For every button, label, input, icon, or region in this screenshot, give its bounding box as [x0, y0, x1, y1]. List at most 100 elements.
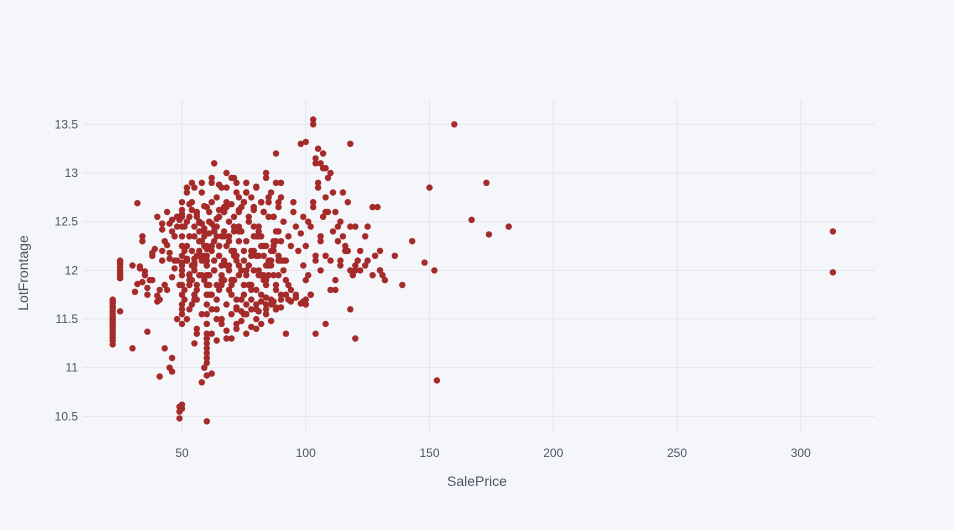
scatter-point[interactable] [362, 233, 369, 240]
scatter-point[interactable] [262, 169, 270, 177]
scatter-point[interactable] [196, 272, 203, 279]
scatter-point[interactable] [230, 247, 238, 255]
scatter-point[interactable] [376, 267, 384, 274]
scatter-point[interactable] [134, 280, 141, 288]
scatter-point[interactable] [322, 194, 329, 201]
scatter-point[interactable] [344, 199, 351, 206]
scatter-point[interactable] [208, 247, 215, 255]
scatter-point[interactable] [215, 286, 223, 294]
scatter-point[interactable] [272, 238, 280, 245]
scatter-point[interactable] [253, 286, 260, 294]
scatter-point[interactable] [250, 223, 257, 230]
scatter-point[interactable] [240, 247, 248, 255]
scatter-point[interactable] [352, 223, 359, 230]
scatter-point[interactable] [208, 179, 215, 186]
scatter-point[interactable] [176, 415, 183, 422]
scatter-point[interactable] [364, 257, 371, 264]
scatter-point[interactable] [208, 199, 215, 206]
scatter-point[interactable] [275, 252, 282, 259]
scatter-point[interactable] [208, 370, 215, 377]
scatter-point[interactable] [191, 262, 198, 269]
scatter-point[interactable] [314, 179, 322, 186]
scatter-point[interactable] [339, 189, 347, 196]
scatter-point[interactable] [314, 184, 322, 191]
scatter-point[interactable] [302, 138, 309, 146]
scatter-point[interactable] [228, 311, 235, 318]
scatter-point[interactable] [116, 273, 124, 280]
scatter-point[interactable] [218, 320, 225, 328]
scatter-point[interactable] [211, 228, 218, 235]
scatter-point[interactable] [290, 199, 297, 206]
scatter-point[interactable] [198, 311, 205, 318]
scatter-point[interactable] [225, 218, 233, 225]
scatter-point[interactable] [183, 218, 191, 225]
scatter-point[interactable] [193, 296, 200, 303]
scatter-point[interactable] [312, 330, 319, 337]
scatter-point[interactable] [213, 296, 220, 303]
scatter-point[interactable] [300, 262, 307, 269]
scatter-point[interactable] [198, 189, 205, 196]
scatter-point[interactable] [240, 257, 248, 264]
scatter-point[interactable] [310, 121, 317, 128]
scatter-point[interactable] [233, 257, 240, 264]
scatter-point[interactable] [215, 181, 223, 188]
scatter-point[interactable] [258, 320, 265, 328]
scatter-point[interactable] [262, 311, 270, 318]
scatter-point[interactable] [409, 238, 416, 245]
scatter-point[interactable] [228, 335, 235, 342]
scatter-point[interactable] [357, 267, 364, 274]
scatter-point[interactable] [109, 304, 116, 311]
scatter-point[interactable] [354, 257, 361, 264]
scatter-point[interactable] [193, 325, 200, 332]
scatter-point[interactable] [168, 228, 176, 235]
scatter-point[interactable] [292, 294, 300, 301]
scatter-point[interactable] [191, 223, 198, 230]
scatter-point[interactable] [243, 238, 250, 245]
scatter-point[interactable] [230, 228, 238, 235]
scatter-point[interactable] [258, 298, 265, 305]
scatter-point[interactable] [201, 276, 208, 284]
scatter-point[interactable] [302, 276, 309, 284]
scatter-point[interactable] [238, 228, 245, 235]
scatter-point[interactable] [280, 257, 287, 264]
scatter-point[interactable] [193, 213, 200, 220]
scatter-point[interactable] [258, 199, 265, 206]
scatter-point[interactable] [255, 228, 262, 235]
scatter-point[interactable] [240, 311, 248, 318]
scatter-point[interactable] [171, 265, 178, 272]
scatter-point[interactable] [161, 281, 168, 289]
scatter-point[interactable] [253, 301, 260, 308]
scatter-point[interactable] [191, 340, 198, 347]
scatter-point[interactable] [371, 252, 379, 259]
scatter-point[interactable] [248, 306, 255, 313]
scatter-point[interactable] [225, 233, 233, 240]
scatter-point[interactable] [136, 263, 144, 270]
scatter-point[interactable] [178, 252, 186, 259]
scatter-point[interactable] [332, 286, 339, 294]
scatter-point[interactable] [322, 320, 329, 328]
scatter-point[interactable] [317, 238, 324, 245]
scatter-point[interactable] [305, 272, 312, 279]
scatter-point[interactable] [262, 306, 270, 313]
scatter-point[interactable] [277, 179, 285, 186]
scatter-point[interactable] [228, 281, 235, 289]
scatter-point[interactable] [265, 272, 272, 279]
scatter-point[interactable] [287, 286, 295, 294]
scatter-point[interactable] [258, 291, 265, 298]
scatter-point[interactable] [300, 213, 307, 220]
scatter-point[interactable] [215, 206, 223, 214]
scatter-point[interactable] [208, 306, 215, 313]
scatter-point[interactable] [213, 194, 220, 201]
scatter-point[interactable] [215, 213, 223, 220]
scatter-point[interactable] [233, 189, 240, 196]
scatter-point[interactable] [245, 218, 252, 225]
scatter-point[interactable] [230, 213, 238, 220]
scatter-point[interactable] [223, 242, 230, 250]
scatter-point[interactable] [324, 174, 332, 182]
scatter-point[interactable] [369, 203, 376, 211]
scatter-point[interactable] [238, 296, 245, 303]
scatter-point[interactable] [218, 315, 225, 323]
scatter-point[interactable] [220, 257, 228, 264]
scatter-point[interactable] [181, 296, 188, 303]
scatter-point[interactable] [275, 203, 282, 211]
